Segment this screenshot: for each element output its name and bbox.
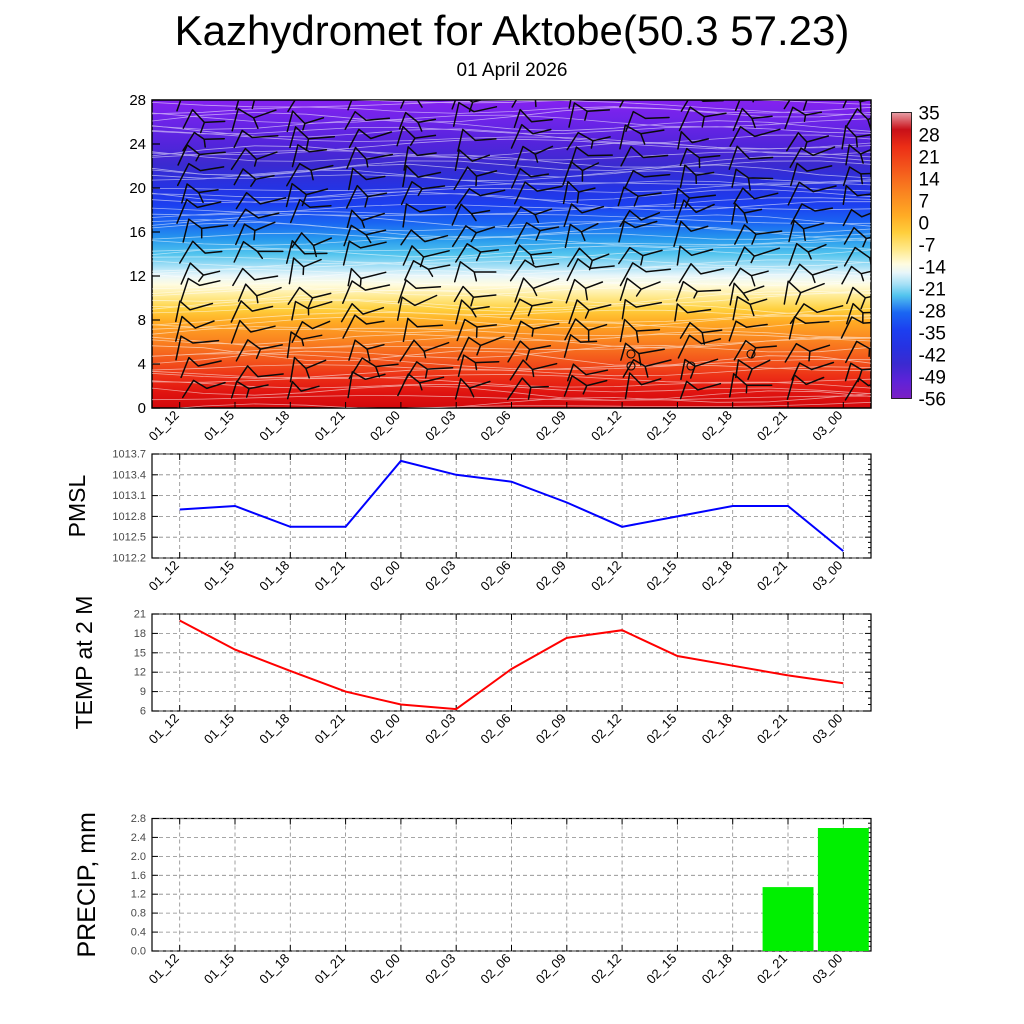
svg-text:0.4: 0.4 <box>131 927 146 939</box>
svg-text:-14: -14 <box>919 258 947 279</box>
svg-text:4: 4 <box>138 356 146 373</box>
svg-text:1.2: 1.2 <box>131 889 146 901</box>
svg-text:28: 28 <box>129 92 146 109</box>
svg-text:TEMP at 2 M: TEMP at 2 M <box>71 596 97 730</box>
svg-text:-21: -21 <box>919 280 946 301</box>
svg-text:-35: -35 <box>919 324 946 345</box>
svg-text:-49: -49 <box>919 368 946 389</box>
svg-text:0.8: 0.8 <box>131 908 146 920</box>
svg-text:15: 15 <box>134 647 146 659</box>
svg-text:PMSL: PMSL <box>64 474 90 537</box>
svg-text:Kazhydromet for Aktobe(50.3 57: Kazhydromet for Aktobe(50.3 57.23) <box>175 7 850 54</box>
svg-text:-56: -56 <box>919 390 946 411</box>
svg-text:1013.7: 1013.7 <box>112 449 146 461</box>
svg-text:7: 7 <box>919 192 930 213</box>
svg-text:-7: -7 <box>919 236 936 257</box>
svg-text:18: 18 <box>134 628 146 640</box>
svg-text:1012.2: 1012.2 <box>112 553 146 565</box>
svg-text:0: 0 <box>919 214 930 235</box>
svg-text:20: 20 <box>129 180 146 197</box>
svg-text:01 April 2026: 01 April 2026 <box>457 60 568 81</box>
svg-text:1.6: 1.6 <box>131 870 146 882</box>
svg-text:12: 12 <box>129 268 146 285</box>
svg-text:0.0: 0.0 <box>131 946 146 958</box>
svg-text:28: 28 <box>919 126 940 147</box>
svg-text:9: 9 <box>140 686 146 698</box>
svg-text:1012.8: 1012.8 <box>112 511 146 523</box>
svg-text:-28: -28 <box>919 302 946 323</box>
svg-text:-42: -42 <box>919 346 946 367</box>
svg-text:6: 6 <box>140 706 146 718</box>
svg-text:8: 8 <box>138 312 146 329</box>
svg-text:35: 35 <box>919 104 940 125</box>
svg-text:2.4: 2.4 <box>131 832 146 844</box>
svg-text:24: 24 <box>129 136 146 153</box>
svg-text:2.0: 2.0 <box>131 851 146 863</box>
svg-text:2.8: 2.8 <box>131 813 146 825</box>
svg-text:14: 14 <box>919 170 941 191</box>
svg-text:PRECIP, mm: PRECIP, mm <box>73 812 101 957</box>
svg-text:1012.5: 1012.5 <box>112 532 146 544</box>
svg-text:21: 21 <box>134 609 146 621</box>
svg-text:1013.4: 1013.4 <box>112 469 146 481</box>
svg-text:12: 12 <box>134 667 146 679</box>
svg-text:21: 21 <box>919 148 940 169</box>
svg-text:16: 16 <box>129 224 146 241</box>
svg-text:1013.1: 1013.1 <box>112 490 146 502</box>
svg-text:0: 0 <box>138 400 146 417</box>
